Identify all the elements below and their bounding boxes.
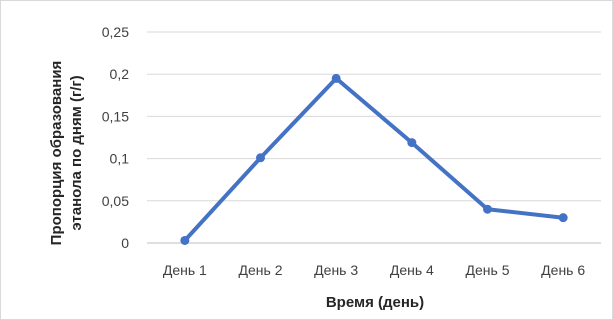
data-point — [256, 153, 265, 163]
y-axis-title-line-1: Пропорция образования — [48, 61, 65, 246]
x-tick-label: День 6 — [541, 262, 585, 278]
x-axis-title: Время (день) — [326, 294, 424, 311]
y-tick-label: 0,15 — [102, 108, 129, 124]
y-tick-label: 0,05 — [102, 193, 129, 209]
y-tick-label: 0,2 — [110, 66, 130, 82]
y-axis-ticks: 0 0,05 0,1 0,15 0,2 0,25 — [102, 24, 129, 251]
data-point — [407, 138, 417, 148]
x-tick-label: День 1 — [163, 262, 207, 278]
y-tick-label: 0 — [121, 235, 129, 251]
x-tick-label: День 4 — [390, 262, 434, 278]
x-tick-label: День 3 — [314, 262, 358, 278]
data-point — [180, 235, 190, 245]
y-tick-label: 0,1 — [110, 151, 130, 167]
series-line — [182, 76, 566, 243]
y-axis-title-line-2: этанола по дням (г/г) — [68, 75, 85, 230]
y-tick-label: 0,25 — [102, 24, 129, 40]
data-point — [331, 73, 341, 83]
gridlines — [147, 31, 601, 244]
data-point — [483, 204, 492, 214]
data-point — [558, 213, 568, 223]
x-axis-ticks: День 1 День 2 День 3 День 4 День 5 День 6 — [163, 262, 586, 278]
x-tick-label: День 5 — [466, 262, 510, 278]
x-tick-label: День 2 — [239, 262, 283, 278]
data-points — [180, 73, 568, 245]
